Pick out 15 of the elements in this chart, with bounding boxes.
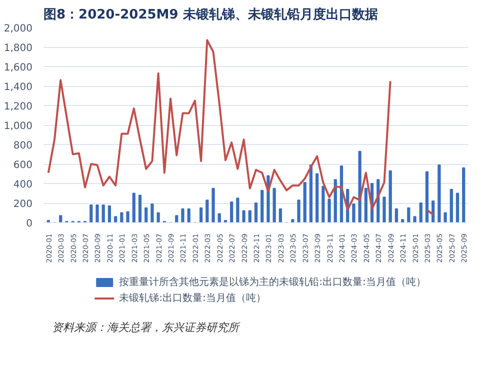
- y-tick-label: 1,600: [4, 62, 33, 74]
- y-tick-label: 600: [13, 160, 33, 171]
- y-tick-label: 1,200: [4, 102, 33, 112]
- legend-label: 未锻轧锑:出口数量:当月值（吨）: [119, 292, 266, 305]
- y-tick-label: 200: [13, 199, 33, 210]
- y-tick-label: 1,000: [4, 121, 33, 132]
- legend-label: 按重量计所含其他元素是以锑为主的未锻轧铅:出口数量:当月值（吨）: [119, 276, 426, 289]
- chart-title: 图8：2020-2025M9 未锻轧锑、未锻轧铅月度出口数据: [44, 6, 378, 22]
- y-tick-label: 1,400: [4, 82, 33, 93]
- y-tick-label: 0: [26, 218, 33, 230]
- y-tick-label: 1,800: [4, 43, 33, 54]
- y-tick-label: 800: [13, 140, 33, 152]
- y-tick-label: 400: [13, 180, 33, 190]
- y-tick-label: 2,000: [4, 24, 33, 34]
- text: 资料来源：海关总署，东兴证券研究所: [52, 320, 242, 334]
